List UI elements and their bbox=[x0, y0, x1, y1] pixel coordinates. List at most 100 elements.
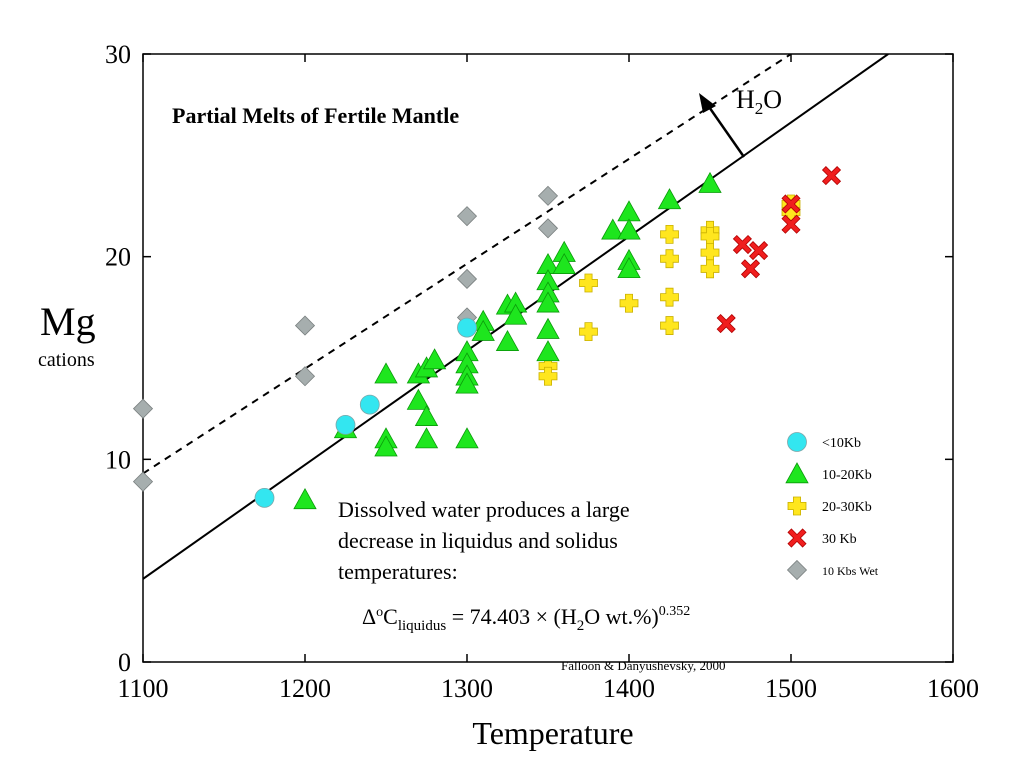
data-point bbox=[537, 185, 559, 206]
data-point bbox=[821, 166, 842, 186]
y-axis-label: Mg bbox=[40, 299, 96, 344]
source-credit: Falloon & Danyushevsky, 2000 bbox=[561, 658, 726, 673]
plot-frame bbox=[142, 53, 954, 663]
legend-marker bbox=[787, 432, 807, 452]
legend: <10Kb 10-20Kb 20-30Kb 30 Kb 10 Kbs Wet bbox=[785, 432, 879, 581]
legend-label: 10-20Kb bbox=[822, 468, 872, 483]
data-point bbox=[657, 188, 682, 210]
x-tick-label: 1600 bbox=[927, 674, 979, 703]
data-point bbox=[294, 315, 316, 336]
data-point bbox=[660, 224, 679, 244]
data-point bbox=[406, 388, 431, 410]
series-30-kb bbox=[716, 166, 842, 334]
chart-title: Partial Melts of Fertile Mantle bbox=[172, 103, 459, 128]
data-point bbox=[749, 241, 769, 261]
data-point bbox=[422, 348, 447, 370]
x-tick-label: 1400 bbox=[603, 674, 655, 703]
legend-item: 30 Kb bbox=[787, 528, 857, 548]
data-point bbox=[471, 319, 495, 341]
data-points bbox=[132, 166, 842, 510]
series-10-kbs-wet bbox=[132, 185, 559, 492]
data-point bbox=[495, 329, 520, 351]
y-tick-label: 0 bbox=[118, 648, 131, 677]
data-point bbox=[414, 404, 439, 426]
y-tick-label: 30 bbox=[105, 40, 131, 69]
h2o-label: H2O bbox=[736, 85, 782, 118]
x-tick-label: 1300 bbox=[441, 674, 493, 703]
data-point bbox=[617, 218, 641, 240]
svg-text:decrease in liquidus and solid: decrease in liquidus and solidus bbox=[338, 528, 618, 553]
y-tick-label: 20 bbox=[105, 243, 131, 272]
x-tick-label: 1500 bbox=[765, 674, 817, 703]
data-point bbox=[455, 372, 479, 394]
legend-marker bbox=[786, 559, 808, 581]
data-point bbox=[660, 249, 679, 269]
legend-marker bbox=[787, 496, 807, 516]
x-tick-label: 1200 bbox=[279, 674, 331, 703]
data-point bbox=[579, 273, 598, 293]
legend-item: 10-20Kb bbox=[785, 462, 872, 484]
data-point bbox=[740, 259, 761, 279]
x-tick-label: 1100 bbox=[117, 674, 168, 703]
series-10kb bbox=[254, 317, 477, 508]
legend-marker bbox=[785, 462, 809, 484]
data-point bbox=[781, 194, 801, 214]
data-point bbox=[617, 200, 641, 222]
data-point bbox=[781, 214, 801, 234]
series-10-20kb bbox=[293, 171, 722, 510]
svg-text:Dissolved water produces a lar: Dissolved water produces a large bbox=[338, 497, 630, 522]
data-point bbox=[536, 291, 560, 313]
data-point bbox=[456, 268, 478, 290]
y-axis-ticks: 0 10 20 30 bbox=[105, 40, 953, 677]
legend-label: 30 Kb bbox=[822, 532, 857, 547]
x-axis-ticks: 1100 1200 1300 1400 1500 1600 bbox=[117, 54, 979, 703]
data-point bbox=[335, 414, 356, 435]
series-20-30kb bbox=[538, 194, 801, 386]
y-axis-sublabel: cations bbox=[38, 349, 95, 371]
data-point bbox=[552, 252, 576, 274]
legend-label: 10 Kbs Wet bbox=[822, 564, 879, 578]
data-point bbox=[537, 218, 559, 239]
data-point bbox=[293, 488, 317, 510]
data-point bbox=[456, 206, 478, 227]
data-point bbox=[619, 293, 639, 313]
legend-item: 20-30Kb bbox=[787, 496, 872, 516]
data-point bbox=[579, 322, 598, 342]
data-point bbox=[536, 317, 560, 339]
liquidus-equation: ΔoCliquidus = 74.403 × (H2O wt.%)0.352 bbox=[362, 604, 690, 634]
data-point bbox=[617, 257, 641, 279]
data-point bbox=[698, 171, 722, 193]
data-point bbox=[374, 435, 398, 457]
legend-marker bbox=[787, 528, 807, 548]
data-point bbox=[132, 471, 154, 492]
data-point bbox=[503, 303, 528, 325]
data-point bbox=[457, 317, 477, 338]
data-point bbox=[414, 427, 439, 449]
legend-label: <10Kb bbox=[822, 436, 861, 451]
h2o-arrow bbox=[699, 93, 746, 158]
data-point bbox=[254, 487, 275, 508]
data-point bbox=[700, 259, 720, 279]
data-point bbox=[538, 366, 558, 386]
liquidus-line-wet bbox=[143, 54, 792, 475]
data-point bbox=[660, 287, 679, 307]
data-point bbox=[716, 313, 736, 334]
svg-text:temperatures:: temperatures: bbox=[338, 559, 458, 584]
data-point bbox=[601, 218, 625, 240]
data-point bbox=[732, 234, 752, 255]
data-point bbox=[536, 340, 560, 362]
data-point bbox=[700, 243, 720, 263]
data-point bbox=[455, 427, 479, 449]
x-axis-label: Temperature bbox=[472, 715, 633, 751]
legend-item: 10 Kbs Wet bbox=[786, 559, 879, 581]
water-note: Dissolved water produces a large decreas… bbox=[338, 497, 630, 584]
data-point bbox=[660, 316, 679, 335]
legend-item: <10Kb bbox=[787, 432, 861, 452]
data-point bbox=[359, 394, 380, 415]
y-tick-label: 10 bbox=[105, 445, 131, 474]
data-point bbox=[374, 362, 398, 384]
legend-label: 20-30Kb bbox=[822, 500, 872, 515]
data-point bbox=[132, 398, 154, 419]
data-point bbox=[294, 366, 316, 387]
